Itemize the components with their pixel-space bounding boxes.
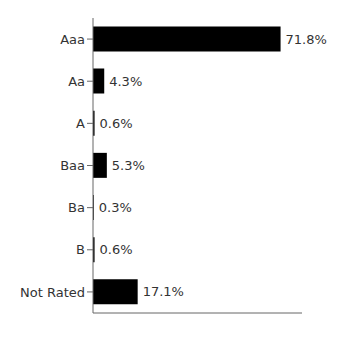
svg-text:Aaa: Aaa xyxy=(60,32,85,47)
svg-text:71.8%: 71.8% xyxy=(286,32,327,47)
svg-text:0.6%: 0.6% xyxy=(100,242,133,257)
svg-text:0.6%: 0.6% xyxy=(100,116,133,131)
svg-text:17.1%: 17.1% xyxy=(143,284,184,299)
svg-text:5.3%: 5.3% xyxy=(112,158,145,173)
svg-text:4.3%: 4.3% xyxy=(109,74,142,89)
svg-text:0.3%: 0.3% xyxy=(99,200,132,215)
svg-text:Ba: Ba xyxy=(68,200,85,215)
svg-text:B: B xyxy=(76,242,85,257)
svg-text:A: A xyxy=(76,116,85,131)
svg-text:Not Rated: Not Rated xyxy=(20,285,85,300)
svg-text:Aa: Aa xyxy=(68,74,85,89)
svg-text:Baa: Baa xyxy=(60,158,85,173)
